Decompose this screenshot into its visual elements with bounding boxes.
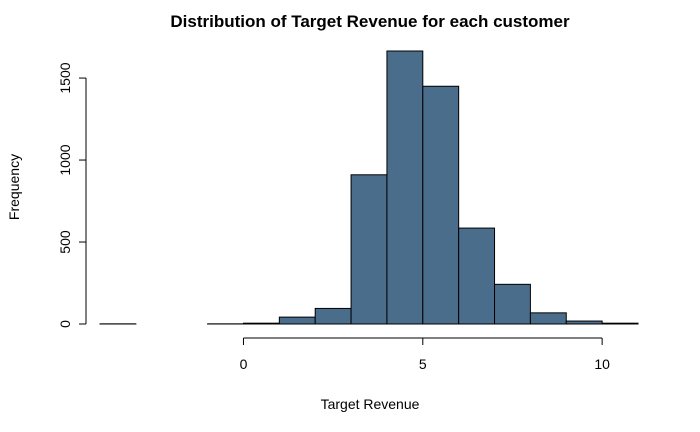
x-axis-label: Target Revenue [321,396,420,412]
y-tick-label: 1000 [57,144,73,175]
histogram-bar [494,283,531,325]
x-tick-label: 5 [419,356,427,372]
histogram-bar [242,322,280,325]
bars-group [99,50,639,325]
histogram-bar [386,50,424,325]
y-axis: 0 500 1000 1500 [57,62,87,328]
y-axis-label: Frequency [6,154,22,220]
histogram-bar [601,322,639,325]
x-tick-label: 10 [594,356,610,372]
x-tick-label: 0 [240,356,248,372]
chart-title: Distribution of Target Revenue for each … [170,12,570,31]
histogram-bar [350,174,388,325]
y-tick-label: 0 [57,320,73,328]
y-tick-label: 1500 [57,62,73,93]
x-axis: 0 5 10 [240,337,610,372]
histogram-bar [278,316,316,325]
histogram-bar [314,307,352,325]
histogram-bar [529,312,567,325]
y-tick-label: 500 [57,230,73,254]
histogram-bar [458,227,496,325]
histogram-bar [565,320,603,325]
histogram-bar [422,85,460,325]
